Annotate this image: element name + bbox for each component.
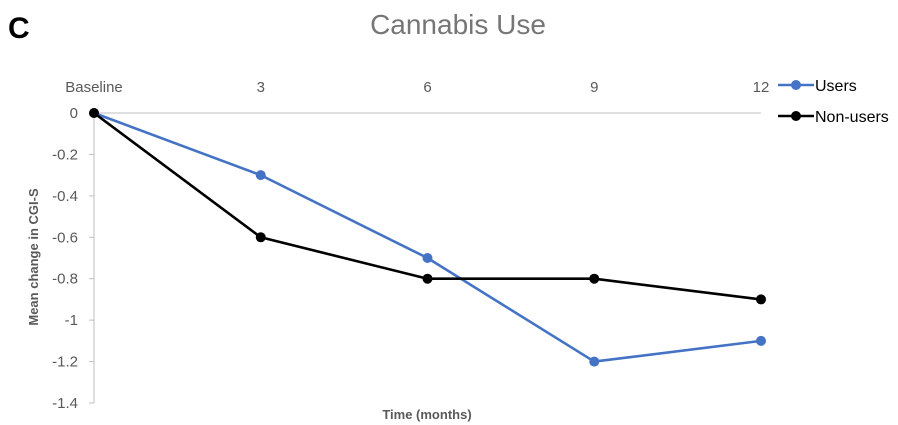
x-tick-label: Baseline xyxy=(65,79,123,96)
data-point-non-users xyxy=(89,108,99,118)
x-tick-label: 3 xyxy=(257,79,265,96)
legend-label: Non-users xyxy=(815,109,889,126)
y-tick-label: -1.2 xyxy=(52,354,78,371)
x-tick-label: 6 xyxy=(423,79,431,96)
y-tick-label: -1.4 xyxy=(52,395,78,412)
series-line-non-users xyxy=(93,111,762,301)
series-non-users xyxy=(89,108,766,305)
data-point-non-users xyxy=(255,232,266,243)
chart-title: Cannabis Use xyxy=(370,9,546,40)
data-point-non-users xyxy=(589,273,600,284)
x-tick-label: 12 xyxy=(753,79,770,96)
data-point-users xyxy=(422,253,433,263)
legend-marker-users xyxy=(791,80,801,90)
y-tick-label: -1 xyxy=(65,312,78,329)
legend-item-users: Users xyxy=(778,78,857,95)
data-point-non-users xyxy=(756,294,766,305)
data-point-non-users xyxy=(422,273,433,284)
y-tick-label: -0.6 xyxy=(52,229,78,246)
legend: Users Non-users xyxy=(778,78,889,126)
x-tick-label: 9 xyxy=(590,79,598,96)
panel-letter: C xyxy=(8,12,30,45)
axes: 0 -0.2 -0.4 -0.6 -0.8 -1 -1.2 -1.4 Baseline 3 6 9 12 xyxy=(52,79,769,412)
data-point-users xyxy=(255,170,266,181)
legend-item-non-users: Non-users xyxy=(778,109,889,126)
y-tick-label: 0 xyxy=(70,105,78,122)
y-tick-label: -0.2 xyxy=(52,146,78,163)
legend-label: Users xyxy=(815,78,857,95)
series-users xyxy=(89,108,766,367)
y-tick-label: -0.4 xyxy=(52,188,78,205)
y-tick-label: -0.8 xyxy=(52,271,78,288)
data-point-users xyxy=(589,356,600,367)
legend-marker-non-users xyxy=(791,111,801,121)
series-layer xyxy=(89,108,766,367)
data-point-users xyxy=(756,335,766,346)
series-line-users xyxy=(93,111,762,363)
y-axis-label: Mean change in CGI-S xyxy=(26,188,41,326)
x-axis-label: Time (months) xyxy=(382,407,471,422)
